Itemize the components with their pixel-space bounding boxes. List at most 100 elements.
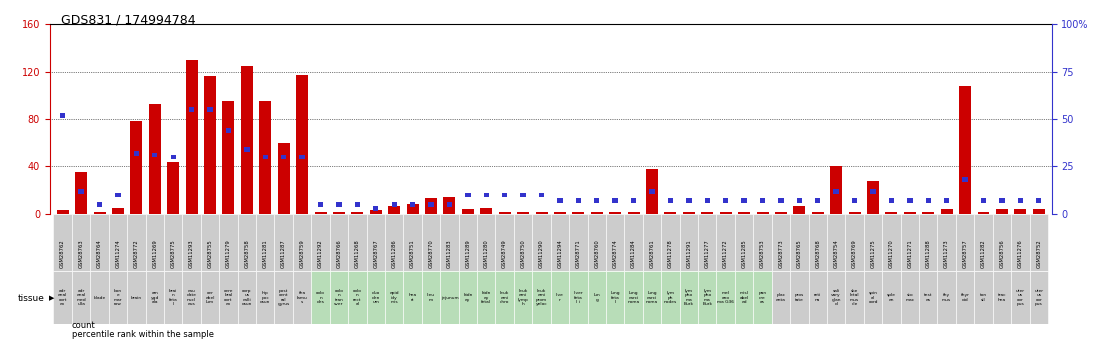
Bar [428, 202, 434, 207]
Bar [311, 214, 330, 271]
Bar [794, 206, 805, 214]
Bar [901, 271, 919, 324]
Bar [262, 155, 268, 159]
Bar [661, 214, 680, 271]
Text: GSM28763: GSM28763 [79, 239, 84, 268]
Bar [588, 271, 606, 324]
Bar [458, 214, 477, 271]
Bar [330, 271, 349, 324]
Bar [830, 166, 842, 214]
Bar [680, 271, 699, 324]
Bar [846, 214, 863, 271]
Bar [901, 214, 919, 271]
Bar [588, 214, 606, 271]
Text: GSM28772: GSM28772 [134, 239, 138, 268]
Bar [938, 271, 955, 324]
Bar [245, 147, 249, 152]
Bar [164, 271, 183, 324]
Bar [919, 271, 938, 324]
Text: GSM11270: GSM11270 [889, 239, 894, 268]
Bar [993, 271, 1011, 324]
Bar [148, 104, 161, 214]
Bar [108, 271, 127, 324]
Bar [628, 211, 640, 214]
Text: bon
e
mar
row: bon e mar row [114, 289, 122, 306]
Bar [392, 202, 397, 207]
Bar [496, 214, 514, 271]
Bar [680, 214, 699, 271]
Bar [886, 211, 898, 214]
Bar [701, 211, 713, 214]
Bar [477, 271, 496, 324]
Bar [778, 198, 784, 203]
Text: lung
feta
l: lung feta l [610, 291, 620, 304]
Text: colo
n
tran
sver: colo n tran sver [334, 289, 343, 306]
Bar [75, 172, 87, 214]
Bar [753, 271, 772, 324]
Bar [447, 202, 452, 207]
Text: colo
n
des: colo n des [317, 291, 325, 304]
Bar [716, 214, 735, 271]
Bar [661, 271, 680, 324]
Bar [569, 271, 588, 324]
Text: GSM28750: GSM28750 [520, 239, 526, 268]
Bar [606, 214, 624, 271]
Bar [366, 214, 385, 271]
Text: GSM11269: GSM11269 [153, 239, 157, 268]
Bar [337, 202, 342, 207]
Bar [720, 211, 732, 214]
Text: am
ygd
ala: am ygd ala [151, 291, 159, 304]
Text: thy
mus: thy mus [942, 293, 951, 302]
Text: GSM11283: GSM11283 [447, 239, 452, 268]
Bar [974, 214, 993, 271]
Bar [484, 193, 489, 197]
Text: GSM28754: GSM28754 [834, 239, 839, 268]
Bar [189, 107, 195, 112]
Bar [790, 214, 808, 271]
Text: GSM11281: GSM11281 [262, 239, 268, 268]
Text: GSM28767: GSM28767 [373, 239, 379, 268]
Bar [919, 214, 938, 271]
Bar [96, 202, 102, 207]
Bar [311, 271, 330, 324]
Bar [385, 271, 403, 324]
Text: GSM11293: GSM11293 [189, 239, 194, 268]
Bar [1017, 198, 1023, 203]
Bar [790, 271, 808, 324]
Text: GSM11284: GSM11284 [631, 239, 637, 268]
Bar [735, 214, 753, 271]
Text: GSM28762: GSM28762 [60, 239, 65, 268]
Bar [207, 107, 213, 112]
Text: GSM11272: GSM11272 [723, 239, 728, 268]
Bar [366, 271, 385, 324]
Text: GSM28766: GSM28766 [337, 239, 341, 268]
Bar [955, 214, 974, 271]
Text: lym
pho
ma
Burk: lym pho ma Burk [684, 289, 694, 306]
Bar [370, 210, 382, 214]
Text: GSM11274: GSM11274 [115, 239, 121, 268]
Bar [79, 189, 84, 194]
Text: plac
enta: plac enta [776, 293, 786, 302]
Bar [183, 214, 200, 271]
Bar [164, 214, 183, 271]
Bar [846, 271, 863, 324]
Bar [131, 121, 143, 214]
Text: GSM11289: GSM11289 [465, 239, 470, 268]
Bar [422, 214, 441, 271]
Bar [91, 271, 108, 324]
Text: GSM11268: GSM11268 [355, 239, 360, 268]
Text: GSM11280: GSM11280 [484, 239, 489, 268]
Text: sto
mac: sto mac [906, 293, 914, 302]
Text: GSM11286: GSM11286 [392, 239, 396, 268]
Bar [849, 211, 860, 214]
Bar [293, 271, 311, 324]
Text: percentile rank within the sample: percentile rank within the sample [72, 331, 214, 339]
Bar [127, 214, 146, 271]
Text: live
r: live r [556, 293, 563, 302]
Bar [72, 271, 91, 324]
Text: GSM28749: GSM28749 [503, 239, 507, 268]
Text: GSM11273: GSM11273 [944, 239, 949, 268]
Text: GSM11285: GSM11285 [742, 239, 746, 268]
Bar [219, 214, 238, 271]
Bar [444, 197, 455, 214]
